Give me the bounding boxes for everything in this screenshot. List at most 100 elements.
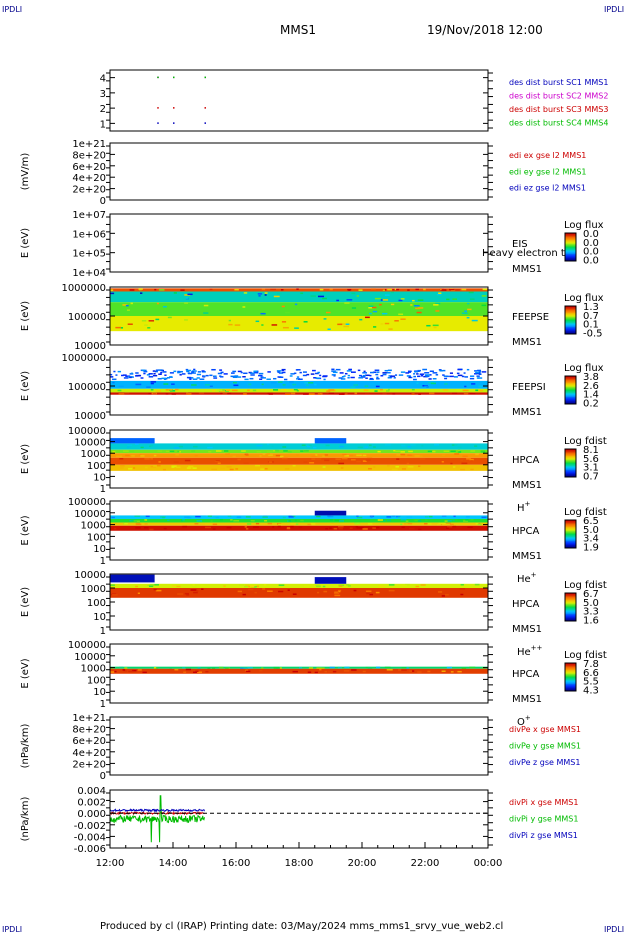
- spectrogram-texture: [406, 462, 410, 465]
- spectrogram-texture: [337, 589, 342, 592]
- colorbar-cell: [565, 594, 576, 597]
- spectrogram-speckle: [435, 374, 439, 376]
- spectrogram-speckle: [445, 375, 449, 378]
- spectrogram-texture: [209, 385, 213, 388]
- spectrogram-texture: [373, 446, 376, 448]
- colorbar-cell: [565, 528, 576, 531]
- colorbar-cell: [565, 665, 576, 668]
- spectrogram-texture: [193, 591, 198, 594]
- colorbar-cell: [565, 329, 576, 332]
- spectrogram-texture: [403, 523, 407, 525]
- spectrogram-texture: [450, 671, 454, 673]
- spectrogram-texture: [278, 590, 284, 593]
- spectrogram-texture: [400, 516, 403, 519]
- colorbar-cell: [565, 684, 576, 686]
- spectrogram-speckle: [476, 377, 480, 379]
- spectrogram-texture: [430, 382, 437, 385]
- spectrogram-speckle: [413, 373, 416, 375]
- spectrogram-texture: [300, 519, 304, 522]
- spectrogram-texture: [198, 392, 205, 395]
- colorbar-cell: [565, 391, 576, 394]
- spectrogram-texture: [329, 666, 335, 669]
- spectrogram-texture: [350, 386, 356, 388]
- spectrogram-texture: [273, 666, 280, 669]
- spectrogram-texture: [267, 590, 273, 593]
- spectrogram-texture: [465, 519, 469, 521]
- colorbar-cell: [565, 467, 576, 470]
- spectrogram-texture: [434, 444, 440, 446]
- spectrogram-texture: [384, 455, 387, 458]
- y-tick-label: 1000000: [61, 353, 106, 364]
- spectrogram-texture: [356, 516, 363, 519]
- colorbar-cell: [565, 675, 576, 678]
- legend-entry-3: des dist burst SC3 MMS3: [509, 105, 608, 114]
- spectrogram-speckle: [135, 372, 139, 374]
- spectrogram-texture: [209, 288, 213, 291]
- spectrogram-texture: [272, 526, 275, 528]
- x-tick-label: 18:00: [285, 858, 314, 869]
- spectrogram-texture: [339, 445, 344, 448]
- spectrogram-texture: [268, 461, 273, 463]
- colorbar-cell: [565, 520, 576, 522]
- y-tick-label: 100000: [68, 312, 106, 323]
- colorbar-cell: [565, 471, 576, 474]
- spectrogram-texture: [411, 453, 415, 456]
- colorbar-cell: [565, 254, 576, 256]
- spectrogram-texture: [400, 318, 406, 320]
- spectrogram-texture: [457, 670, 462, 673]
- spectrogram-texture: [474, 583, 480, 586]
- colorbar-cell: [565, 237, 576, 240]
- spectrogram-texture: [411, 393, 415, 395]
- colorbar-tick: 4.3: [583, 685, 599, 696]
- spectrogram-texture: [147, 585, 154, 587]
- spectrogram-texture: [385, 390, 390, 392]
- spectrogram-texture: [220, 390, 226, 392]
- colorbar-cell: [565, 679, 576, 682]
- spectrogram-texture: [264, 467, 268, 470]
- spectrogram-speckle: [382, 373, 387, 376]
- spectrogram-speckle: [390, 375, 393, 378]
- spectrogram-speckle: [481, 371, 487, 373]
- colorbar-cell: [565, 240, 576, 242]
- spectrogram-texture: [400, 453, 406, 456]
- spectrogram-texture: [470, 450, 476, 452]
- colorbar-cell: [565, 256, 576, 259]
- y-axis-label: (mV/m): [20, 153, 31, 191]
- spectrogram-texture: [314, 671, 318, 674]
- y-tick-label: 100000: [68, 426, 106, 437]
- spectrogram-texture: [386, 519, 392, 522]
- colorbar-cell: [565, 612, 576, 615]
- spectrogram-texture: [135, 585, 138, 588]
- y-axis-label: (nPa/km): [20, 797, 31, 842]
- spectrogram-texture: [421, 444, 424, 447]
- colorbar-cell: [565, 399, 576, 402]
- spectrogram-texture: [155, 589, 162, 592]
- spectrogram-speckle: [191, 372, 196, 374]
- y-tick-label: 1: [100, 626, 106, 637]
- spectrogram-speckle: [178, 370, 183, 373]
- spectrogram-band-5: [110, 464, 488, 471]
- spectrogram-texture: [201, 515, 206, 517]
- y-tick-label: 1: [100, 699, 106, 710]
- spectrogram-texture: [355, 526, 359, 528]
- spectrogram-texture: [450, 450, 456, 453]
- spectrogram-speckle: [429, 374, 432, 376]
- colorbar-frame: [564, 519, 577, 549]
- legend-entry-3: divPe z gse MMS1: [509, 758, 580, 767]
- spectrogram-speckle: [192, 378, 198, 380]
- spectrogram-speckle: [189, 378, 192, 380]
- spectrogram-texture: [388, 328, 393, 330]
- spectrogram-texture: [362, 670, 366, 673]
- spectrogram-speckle: [442, 369, 446, 372]
- y-tick-label: 10: [93, 472, 106, 483]
- figure-title: MMS1: [280, 23, 316, 37]
- spectrogram-texture: [303, 450, 309, 452]
- spectrogram-texture: [459, 588, 466, 590]
- spectrogram-speckle: [477, 369, 482, 372]
- spectrogram-texture: [362, 454, 367, 457]
- spectrogram-speckle: [461, 375, 465, 378]
- spectrogram-texture: [374, 297, 381, 300]
- spectrogram-texture: [281, 305, 285, 308]
- spectrogram-texture: [186, 467, 192, 469]
- spectrogram-speckle: [370, 371, 375, 374]
